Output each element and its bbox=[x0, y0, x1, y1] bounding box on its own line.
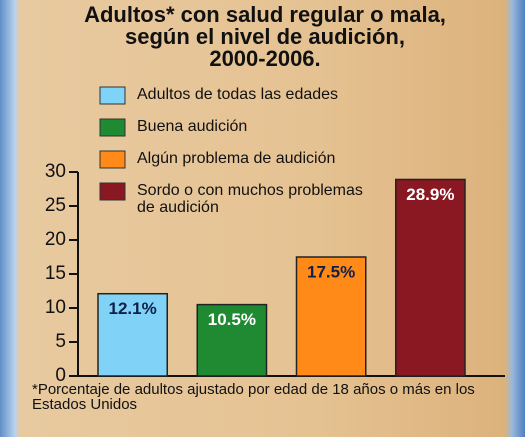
y-tick-label: 30 bbox=[45, 161, 66, 182]
legend-label: Sordo o con muchos problemas de audición bbox=[137, 182, 367, 216]
legend-swatch bbox=[100, 183, 125, 200]
chart-title: Adultos* con salud regular o mala,según … bbox=[20, 4, 510, 70]
y-tick-label: 5 bbox=[55, 331, 66, 352]
value-label: 12.1% bbox=[109, 299, 157, 318]
y-tick-label: 25 bbox=[45, 195, 66, 216]
title-line: 2000-2006. bbox=[20, 48, 510, 70]
page: 05101520253012.1%10.5%17.5%28.9% Adultos… bbox=[0, 0, 525, 437]
legend-label: Algún problema de audición bbox=[137, 150, 437, 167]
legend-label: Adultos de todas las edades bbox=[137, 86, 437, 103]
bar bbox=[396, 179, 465, 376]
y-tick-label: 20 bbox=[45, 229, 66, 250]
value-label: 10.5% bbox=[208, 310, 256, 329]
legend-swatch bbox=[100, 119, 125, 136]
y-tick-label: 10 bbox=[45, 297, 66, 318]
legend-swatch bbox=[100, 87, 125, 104]
legend-swatch bbox=[100, 151, 125, 168]
title-line: Adultos* con salud regular o mala, bbox=[20, 4, 510, 26]
footnote: *Porcentaje de adultos ajustado por edad… bbox=[32, 382, 492, 412]
title-line: según el nivel de audición, bbox=[20, 26, 510, 48]
value-label: 28.9% bbox=[406, 185, 454, 204]
value-label: 17.5% bbox=[307, 262, 355, 281]
y-tick-label: 15 bbox=[45, 263, 66, 284]
legend-label: Buena audición bbox=[137, 118, 437, 135]
